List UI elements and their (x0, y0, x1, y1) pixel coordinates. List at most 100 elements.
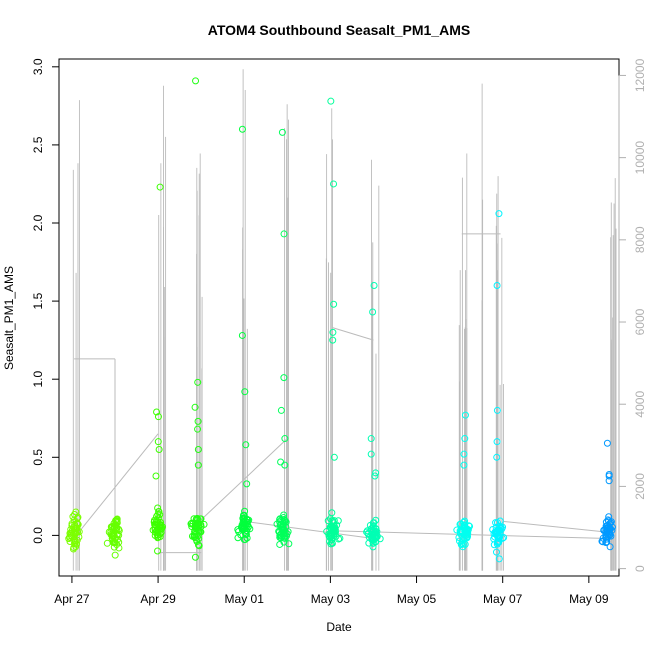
data-point (456, 520, 464, 528)
data-point (460, 450, 468, 458)
data-point (194, 417, 202, 425)
data-point (328, 536, 336, 544)
data-point (276, 516, 284, 524)
data-point (493, 281, 501, 289)
data-point (70, 524, 78, 532)
data-point (330, 300, 338, 308)
data-point (241, 507, 249, 515)
data-point (461, 517, 469, 525)
data-point (242, 441, 250, 449)
x-tick-label: May 03 (311, 592, 351, 606)
data-point (455, 534, 463, 542)
data-point (237, 523, 245, 531)
data-point (158, 523, 166, 531)
data-point (328, 531, 336, 539)
data-point (194, 378, 202, 386)
data-point (369, 531, 377, 539)
secondary-connector (502, 520, 609, 533)
data-point (196, 528, 204, 536)
data-point (464, 525, 472, 533)
data-point (113, 541, 121, 549)
data-point (194, 445, 202, 453)
data-point (109, 523, 117, 531)
data-point (490, 541, 498, 549)
data-point (277, 532, 285, 540)
data-point (67, 531, 75, 539)
data-point (154, 413, 162, 421)
y-tick-label: 1.0 (31, 371, 45, 388)
data-point (191, 553, 199, 561)
data-point (155, 508, 163, 516)
data-point (234, 534, 242, 542)
data-point (154, 511, 162, 519)
data-point (492, 519, 500, 527)
y2-tick-label: 8000 (633, 226, 647, 253)
data-point (154, 534, 162, 542)
data-point (187, 520, 195, 528)
data-point (280, 230, 288, 238)
secondary-connector (75, 433, 159, 536)
data-point (329, 336, 337, 344)
data-point (370, 281, 378, 289)
data-point (188, 523, 196, 531)
data-point (500, 534, 508, 542)
data-point (372, 469, 380, 477)
data-point (606, 519, 614, 527)
data-point (72, 540, 80, 548)
data-point (71, 522, 79, 530)
data-point (369, 308, 377, 316)
data-point (69, 545, 77, 553)
secondary-connector (244, 520, 374, 540)
data-point (194, 461, 202, 469)
data-point (336, 534, 344, 542)
data-point (328, 523, 336, 531)
data-point (154, 438, 162, 446)
data-point (157, 521, 165, 529)
data-point (459, 543, 467, 551)
data-point (109, 532, 117, 540)
data-point (328, 509, 336, 517)
data-point (278, 128, 286, 136)
y-tick-label: 2.0 (31, 214, 45, 231)
data-point (281, 435, 289, 443)
data-point (329, 328, 337, 336)
data-point (195, 542, 203, 550)
data-point (605, 472, 613, 480)
data-point (606, 543, 614, 551)
data-point (327, 97, 335, 105)
data-point (240, 514, 248, 522)
data-point (602, 539, 610, 547)
x-tick-label: May 09 (569, 592, 609, 606)
data-point (108, 534, 116, 542)
data-point (460, 518, 468, 526)
data-point (71, 530, 79, 538)
data-point (113, 519, 121, 527)
data-point (191, 403, 199, 411)
data-point (603, 538, 611, 546)
data-point (460, 461, 468, 469)
scatter-series (65, 77, 616, 563)
data-point (608, 526, 616, 534)
data-point (241, 528, 249, 536)
data-point (192, 515, 200, 523)
y-tick-label: 3.0 (31, 58, 45, 75)
data-point (193, 538, 201, 546)
data-point (281, 461, 289, 469)
data-point (155, 445, 163, 453)
y-tick-label: 1.5 (31, 292, 45, 309)
data-point (69, 513, 77, 521)
data-point (276, 533, 284, 541)
data-point (495, 555, 503, 563)
x-axis-label: Date (326, 620, 352, 634)
data-point (153, 408, 161, 416)
data-point (108, 524, 116, 532)
data-point (109, 538, 117, 546)
data-point (492, 523, 500, 531)
data-point (113, 516, 121, 524)
y-tick-label: 0.5 (31, 449, 45, 466)
data-point (461, 540, 469, 548)
data-point (492, 548, 500, 556)
data-point (279, 522, 287, 530)
data-point (496, 517, 504, 525)
